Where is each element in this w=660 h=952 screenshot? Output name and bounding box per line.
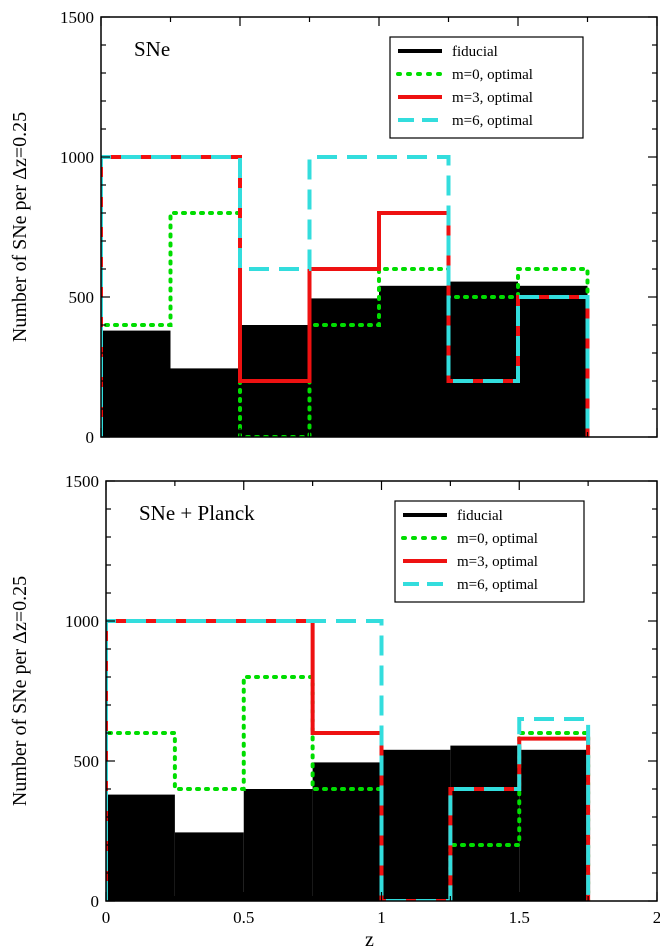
fiducial-bar bbox=[174, 832, 244, 901]
panel-label: SNe + Planck bbox=[139, 501, 255, 525]
x-tick-label: 2 bbox=[653, 908, 660, 927]
series-m-0-optimal bbox=[101, 211, 590, 437]
series-fiducial bbox=[101, 281, 588, 437]
step-line bbox=[106, 675, 591, 901]
y-tick-label: 500 bbox=[74, 752, 100, 771]
series-m-0-optimal bbox=[106, 675, 591, 901]
panel-label: SNe bbox=[134, 37, 170, 61]
series-fiducial bbox=[106, 745, 589, 901]
fiducial-bar bbox=[518, 285, 588, 437]
fiducial-bar bbox=[101, 330, 171, 437]
y-axis-title: Number of SNe per Δz=0.25 bbox=[9, 576, 31, 806]
x-tick-label: 1.5 bbox=[509, 908, 530, 927]
fiducial-bar bbox=[379, 285, 449, 437]
legend-label: m=3, optimal bbox=[452, 90, 533, 106]
legend-label: m=6, optimal bbox=[457, 577, 538, 593]
fiducial-bar bbox=[243, 789, 313, 901]
legend-box bbox=[394, 500, 585, 603]
x-tick-label: 0.5 bbox=[233, 908, 254, 927]
fiducial-bar bbox=[312, 762, 382, 901]
legend-label: m=0, optimal bbox=[452, 67, 533, 83]
x-tick-label: 1 bbox=[377, 908, 386, 927]
y-tick-label: 0 bbox=[86, 428, 95, 447]
fiducial-bar bbox=[106, 794, 175, 901]
y-tick-label: 1500 bbox=[60, 8, 94, 27]
step-line bbox=[101, 211, 590, 437]
series-m-6-optimal bbox=[101, 155, 590, 437]
legend-label: m=6, optimal bbox=[452, 113, 533, 129]
step-line bbox=[106, 619, 591, 901]
x-tick-label: 0 bbox=[102, 908, 111, 927]
step-line bbox=[101, 155, 590, 437]
y-axis-title: Number of SNe per Δz=0.25 bbox=[9, 112, 31, 342]
fiducial-bar bbox=[381, 749, 451, 901]
fiducial-bar bbox=[170, 368, 240, 437]
fiducial-bar bbox=[519, 749, 589, 901]
legend: fiducial m=0, optimal m=3, optimal m=6, opt… bbox=[394, 500, 585, 603]
legend-label: m=3, optimal bbox=[457, 554, 538, 570]
legend-label: m=0, optimal bbox=[457, 531, 538, 547]
legend-box bbox=[389, 36, 584, 139]
legend: fiducial m=0, optimal m=3, optimal m=6, opt… bbox=[389, 36, 584, 139]
y-tick-label: 1000 bbox=[65, 612, 99, 631]
y-tick-label: 500 bbox=[69, 288, 95, 307]
fiducial-bar bbox=[450, 745, 520, 901]
legend-label: fiducial bbox=[452, 44, 498, 60]
bottom-chart-panel: 0 500 1000 1500 0 0.5 1 1.5 2 Number of SNe per Δ… bbox=[9, 472, 660, 927]
legend-label: fiducial bbox=[457, 508, 503, 524]
series-m-6-optimal bbox=[106, 619, 591, 901]
y-tick-label: 1500 bbox=[65, 472, 99, 491]
top-chart-panel: 0 500 1000 1500 Number of SNe per Δz=0.25 SNe… bbox=[9, 8, 658, 447]
y-tick-label: 0 bbox=[91, 892, 100, 911]
fiducial-bar bbox=[309, 298, 379, 437]
x-axis-title: z bbox=[365, 929, 374, 951]
y-tick-label: 1000 bbox=[60, 148, 94, 167]
fiducial-bar bbox=[448, 281, 518, 437]
